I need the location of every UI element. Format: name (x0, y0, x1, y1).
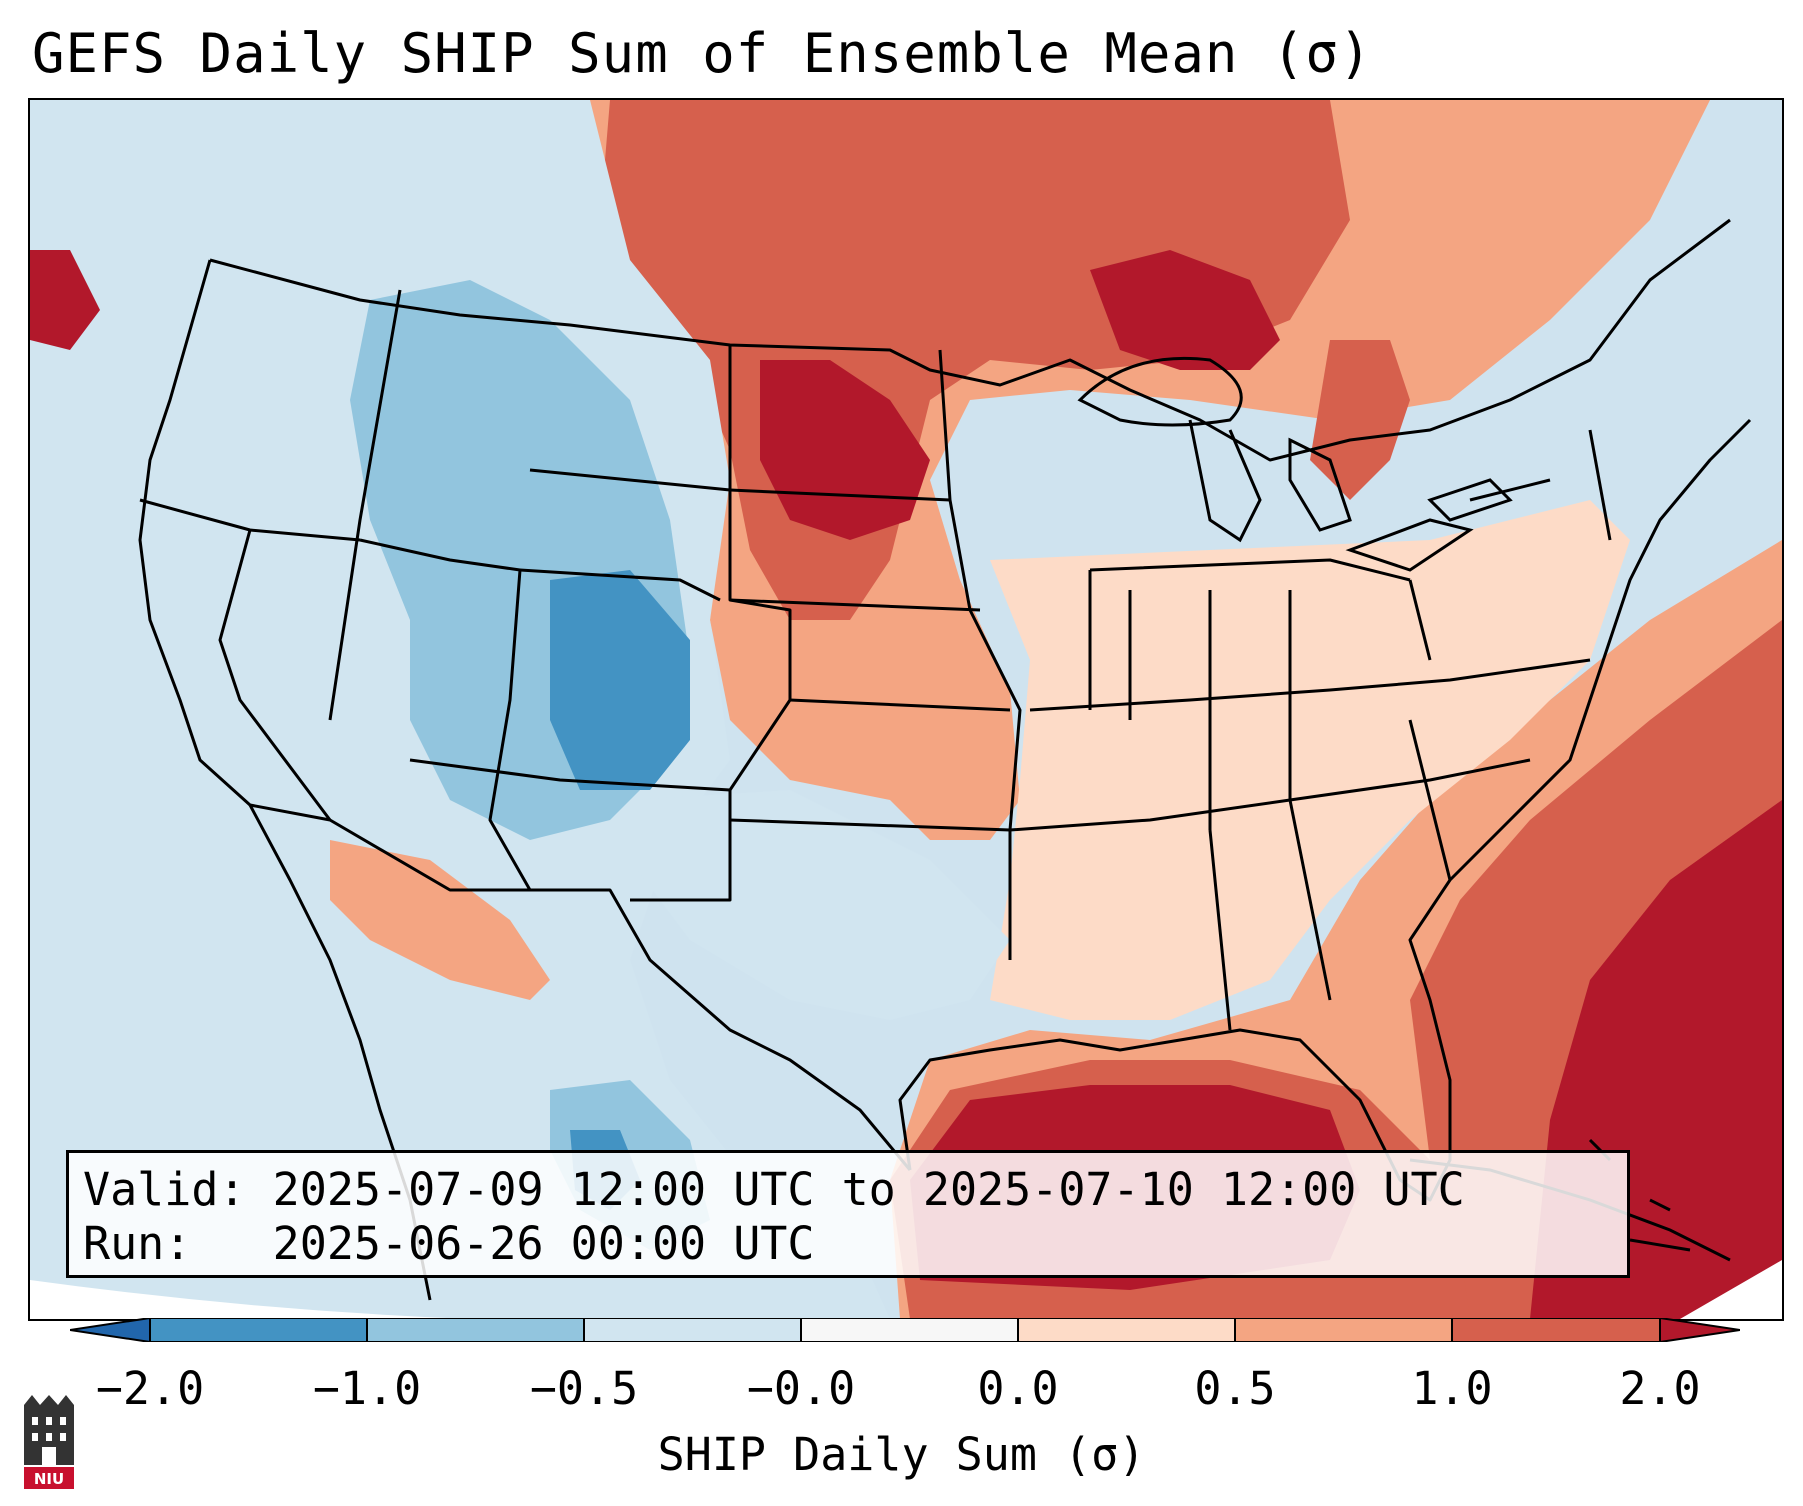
colorbar-tick-label: 0.0 (977, 1362, 1059, 1415)
valid-run-info-box: Valid: 2025-07-09 12:00 UTC to 2025-07-1… (66, 1150, 1630, 1278)
colorbar-bin (801, 1318, 1018, 1342)
colorbar-tick-label: −0.5 (529, 1362, 639, 1415)
colorbar-tick-label: −0.0 (746, 1362, 856, 1415)
colorbar-bin (584, 1318, 801, 1342)
anomaly-map (30, 100, 1782, 1319)
colorbar-tick-label: 1.0 (1411, 1362, 1493, 1415)
colorbar (70, 1318, 1740, 1342)
run-time-text: Run: 2025-06-26 00:00 UTC (83, 1217, 815, 1270)
colorbar-bin (1452, 1318, 1660, 1342)
colorbar-under-arrow (70, 1318, 151, 1342)
colorbar-bin (367, 1318, 584, 1342)
colorbar-bin (150, 1318, 367, 1342)
niu-logo-icon: NIU (24, 1395, 74, 1489)
colorbar-over-arrow (1659, 1318, 1740, 1342)
colorbar-tick-label: 2.0 (1619, 1362, 1701, 1415)
map-panel (28, 98, 1784, 1321)
colorbar-bin (1235, 1318, 1452, 1342)
colorbar-bin (1018, 1318, 1235, 1342)
colorbar-tick-label: −2.0 (95, 1362, 205, 1415)
valid-time-text: Valid: 2025-07-09 12:00 UTC to 2025-07-1… (83, 1163, 1465, 1216)
chart-title: GEFS Daily SHIP Sum of Ensemble Mean (σ) (32, 22, 1373, 85)
colorbar-tick-label: 0.5 (1194, 1362, 1276, 1415)
logo-text: NIU (34, 1470, 64, 1488)
colorbar-tick-label: −1.0 (312, 1362, 422, 1415)
colorbar-label: SHIP Daily Sum (σ) (657, 1428, 1146, 1481)
